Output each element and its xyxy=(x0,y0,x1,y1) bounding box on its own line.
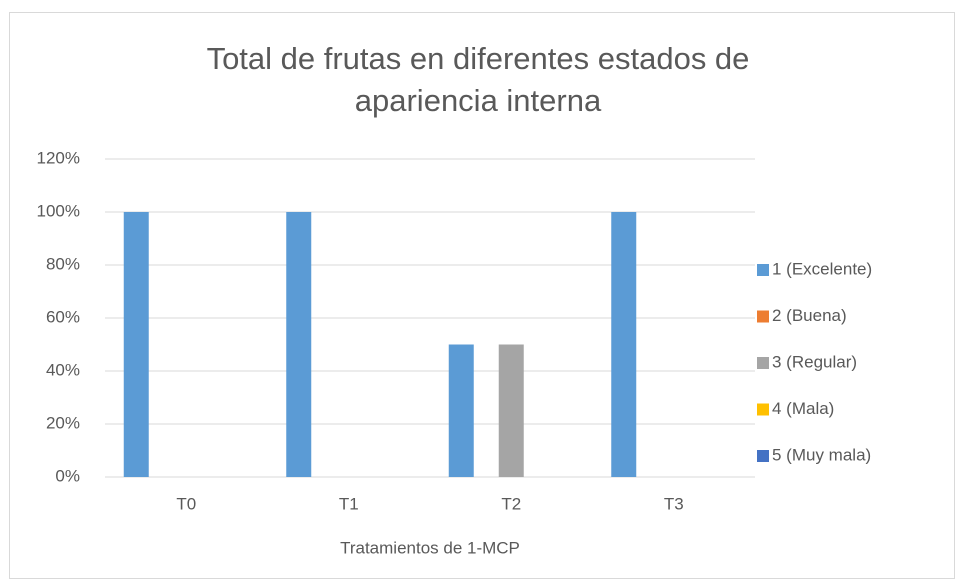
x-tick-label: T2 xyxy=(501,494,521,513)
legend-label: 4 (Mala) xyxy=(772,399,834,418)
bar xyxy=(448,344,474,477)
legend-label: 3 (Regular) xyxy=(772,352,857,371)
legend-swatch xyxy=(757,357,769,369)
chart-title: Total de frutas en diferentes estados de… xyxy=(206,41,750,118)
bar xyxy=(611,212,637,477)
legend-swatch xyxy=(757,450,769,462)
x-tick-label: T0 xyxy=(176,494,196,513)
y-tick-label: 20% xyxy=(46,413,80,432)
x-tick-label: T3 xyxy=(664,494,684,513)
legend-label: 5 (Muy mala) xyxy=(772,445,871,464)
y-tick-label: 100% xyxy=(37,201,80,220)
y-tick-label: 60% xyxy=(46,307,80,326)
x-tick-label: T1 xyxy=(339,494,359,513)
bar xyxy=(286,212,312,477)
y-tick-label: 0% xyxy=(55,466,80,485)
x-axis-title: Tratamientos de 1-MCP xyxy=(340,538,520,557)
legend-label: 1 (Excelente) xyxy=(772,259,872,278)
y-tick-label: 120% xyxy=(37,148,80,167)
legend-label: 2 (Buena) xyxy=(772,306,847,325)
legend-swatch xyxy=(757,403,769,416)
bar xyxy=(123,212,149,477)
y-tick-label: 80% xyxy=(46,254,80,273)
legend-swatch xyxy=(757,310,769,323)
chart-border xyxy=(9,12,955,579)
bar xyxy=(498,344,524,477)
y-tick-label: 40% xyxy=(46,360,80,379)
legend-swatch xyxy=(757,264,769,276)
